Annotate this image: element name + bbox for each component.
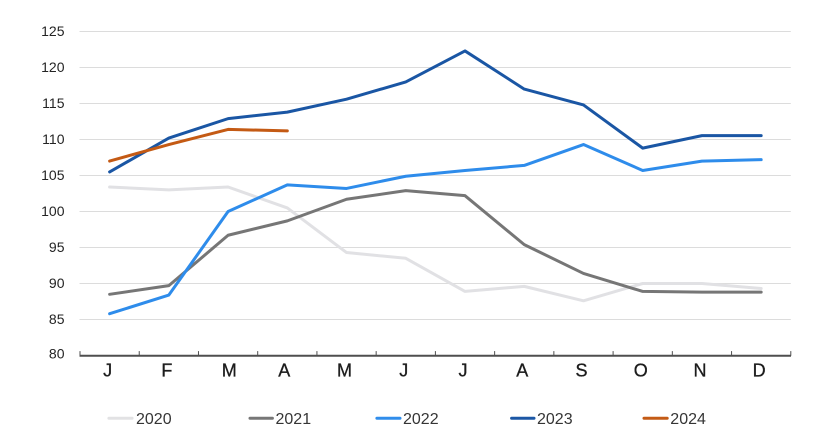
svg-text:2021: 2021 <box>276 411 312 428</box>
svg-text:85: 85 <box>49 311 65 327</box>
svg-text:95: 95 <box>49 239 65 255</box>
svg-text:M: M <box>222 360 237 380</box>
svg-text:2020: 2020 <box>136 411 172 428</box>
svg-text:115: 115 <box>42 95 65 111</box>
svg-text:A: A <box>278 360 290 380</box>
svg-text:2023: 2023 <box>537 411 573 428</box>
svg-text:80: 80 <box>49 346 65 362</box>
svg-text:110: 110 <box>42 131 65 147</box>
svg-text:J: J <box>459 360 468 380</box>
svg-text:A: A <box>516 360 528 380</box>
svg-text:120: 120 <box>41 59 65 75</box>
svg-text:D: D <box>753 360 766 380</box>
svg-text:J: J <box>103 360 112 380</box>
svg-text:M: M <box>337 360 352 380</box>
svg-text:105: 105 <box>41 167 65 183</box>
svg-text:90: 90 <box>49 275 65 291</box>
svg-text:100: 100 <box>41 203 65 219</box>
svg-text:125: 125 <box>41 23 65 39</box>
svg-text:2024: 2024 <box>670 411 706 428</box>
svg-text:F: F <box>161 360 172 380</box>
svg-text:S: S <box>575 360 587 380</box>
svg-text:2022: 2022 <box>403 411 439 428</box>
svg-text:N: N <box>693 360 706 380</box>
svg-text:J: J <box>399 360 408 380</box>
svg-text:O: O <box>634 360 648 380</box>
